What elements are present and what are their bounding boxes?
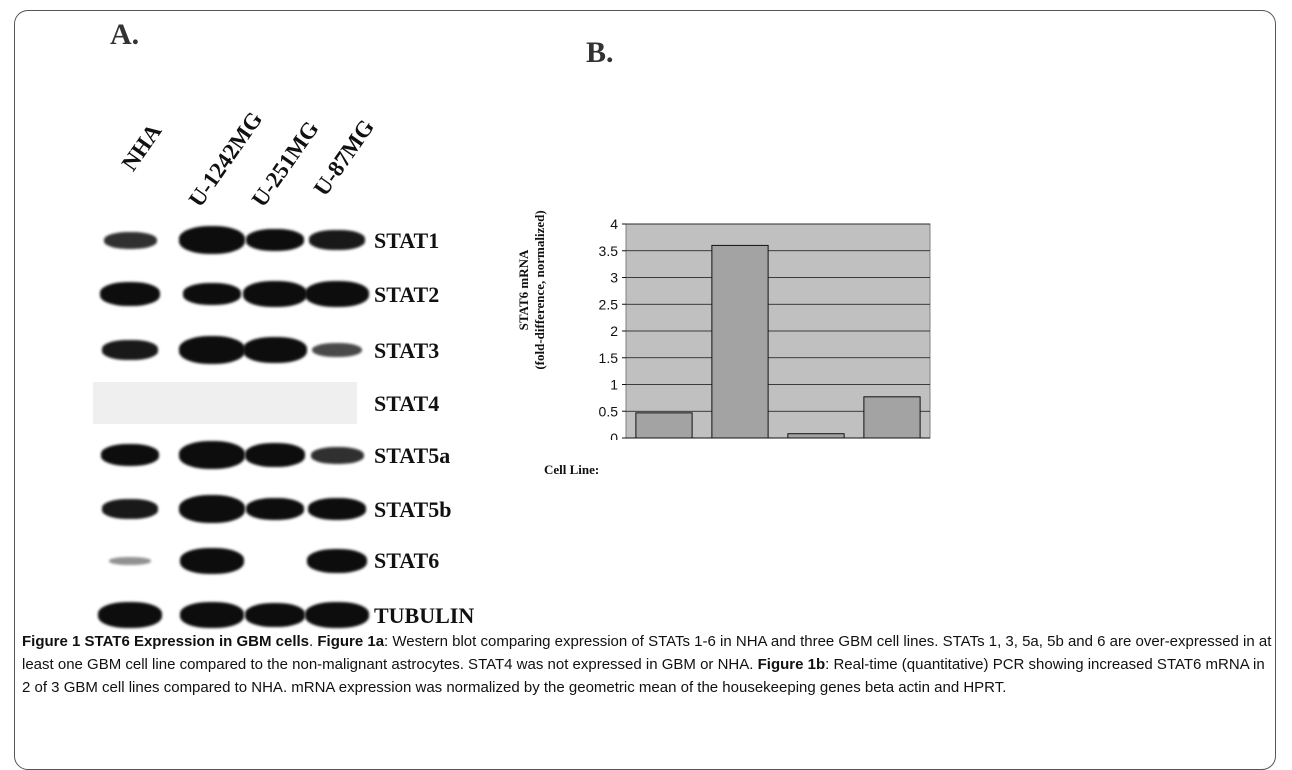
panel-a-letter: A. (110, 18, 140, 51)
x-axis-caption: Cell Line: (544, 462, 600, 477)
y-tick-label: 3 (610, 270, 618, 286)
band-stat6-lane-1 (108, 556, 152, 566)
caption-title: Figure 1 STAT6 Expression in GBM cells (22, 633, 310, 650)
row-label-stat1: STAT1 (374, 228, 440, 253)
band-stat3-lane-4 (311, 342, 363, 358)
band-stat2-lane-2 (182, 283, 242, 305)
band-stat5b-lane-3 (245, 498, 305, 520)
caption-part-b-label: Figure 1b (757, 656, 826, 673)
band-stat5a-lane-4 (310, 446, 364, 464)
band-tubulin-lane-1 (98, 602, 162, 628)
band-stat2-lane-3 (243, 281, 307, 307)
row-label-stat6: STAT6 (374, 548, 440, 573)
bar-u-1242mg (711, 244, 769, 439)
stat6-mrna-bar-chart: STAT6 mRNA (fold-difference, normalized)… (516, 210, 931, 440)
caption-part-a-text: : Western blot comparing expression of S… (22, 633, 1272, 673)
band-stat5a-lane-3 (244, 443, 306, 467)
band-tubulin-lane-4 (305, 602, 369, 628)
row-label-stat5a: STAT5a (374, 443, 451, 468)
y-tick-label: 1.5 (599, 350, 619, 366)
band-stat5a-lane-1 (100, 444, 160, 466)
stat4-blot-strip (93, 382, 357, 424)
row-label-stat5b: STAT5b (374, 497, 452, 522)
band-tubulin-lane-3 (244, 603, 306, 627)
bar-u-251mg (787, 433, 845, 439)
y-tick-label: 2 (610, 323, 618, 339)
band-stat1-lane-3 (245, 229, 305, 251)
band-stat5b-lane-2 (179, 495, 245, 523)
band-stat3-lane-3 (243, 337, 307, 363)
band-stat5a-lane-2 (179, 441, 245, 469)
y-tick-label: 4 (610, 216, 618, 232)
row-label-tubulin: TUBULIN (374, 603, 475, 628)
figure-caption: Figure 1 STAT6 Expression in GBM cells. … (22, 633, 1272, 696)
row-label-stat2: STAT2 (374, 282, 440, 307)
y-axis-label-line-2: (fold-difference, normalized) (532, 210, 547, 369)
band-stat3-lane-2 (179, 336, 245, 364)
band-stat2-lane-1 (99, 282, 161, 306)
y-tick-label: 1 (610, 377, 618, 393)
band-stat1-lane-2 (179, 226, 245, 254)
caption-part-a-label: Figure 1a (317, 633, 385, 650)
y-tick-label: 3.5 (599, 243, 619, 259)
band-stat2-lane-4 (305, 281, 369, 307)
band-stat1-lane-1 (103, 231, 157, 249)
panel-b-letter: B. (586, 36, 614, 69)
y-axis-label-line-1: STAT6 mRNA (516, 249, 531, 330)
bar-u-87mg (863, 396, 921, 439)
row-label-stat3: STAT3 (374, 338, 440, 363)
y-axis-label: STAT6 mRNA (fold-difference, normalized) (516, 210, 547, 369)
band-stat5b-lane-1 (102, 499, 158, 519)
band-stat6-lane-2 (180, 548, 244, 574)
band-stat1-lane-4 (309, 230, 365, 250)
y-tick-label: 0 (610, 430, 618, 440)
band-stat5b-lane-4 (307, 498, 367, 520)
y-tick-label: 2.5 (599, 296, 619, 312)
bar-nha (635, 412, 693, 439)
band-stat6-lane-4 (306, 549, 368, 573)
band-tubulin-lane-2 (180, 602, 244, 628)
row-label-stat4: STAT4 (374, 391, 440, 416)
y-tick-label: 0.5 (599, 403, 619, 419)
caption-part-b-text: : Real-time (quantitative) PCR showing i… (22, 656, 1265, 696)
band-stat3-lane-1 (102, 340, 158, 360)
